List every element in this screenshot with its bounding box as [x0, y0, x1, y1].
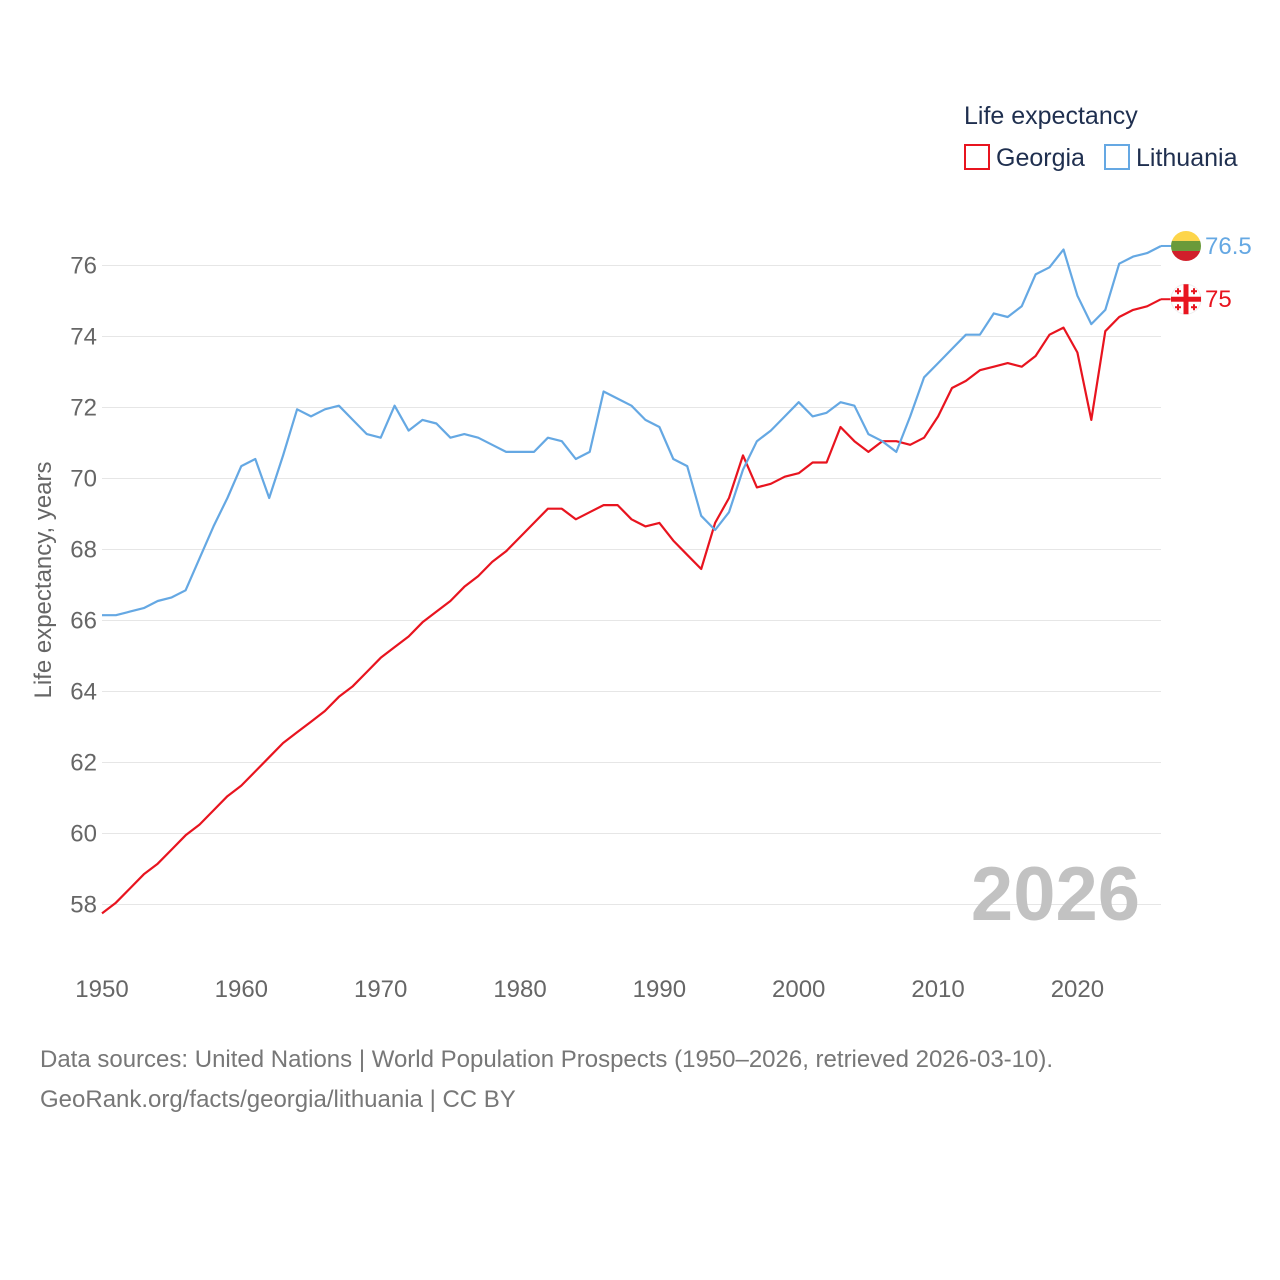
source-line-1: Data sources: United Nations | World Pop…	[40, 1046, 1054, 1073]
y-tick-label: 64	[70, 679, 97, 706]
legend-swatch-lithuania	[1104, 144, 1130, 170]
y-tick-label: 76	[70, 253, 97, 280]
series-lines	[101, 245, 1162, 915]
legend-title: Life expectancy	[964, 102, 1138, 130]
gridlines	[102, 265, 1161, 905]
y-tick-label: 62	[70, 750, 97, 777]
lithuania-flag-icon	[1171, 230, 1201, 261]
x-tick-label: 2000	[772, 976, 825, 1003]
y-tick-label: 70	[70, 466, 97, 493]
georgia-flag-icon	[1170, 283, 1202, 315]
source-note: Data sources: United Nations | World Pop…	[40, 1040, 1053, 1120]
x-tick-label: 1970	[354, 976, 407, 1003]
y-tick-label: 60	[70, 821, 97, 848]
x-tick-label: 1950	[75, 976, 128, 1003]
source-line-2[interactable]: GeoRank.org/facts/georgia/lithuania | CC…	[40, 1086, 516, 1113]
x-tick-label: 1990	[633, 976, 686, 1003]
legend-label-georgia: Georgia	[996, 144, 1085, 172]
end-markers: 75 76.5	[1161, 230, 1252, 315]
legend-swatch-georgia	[964, 144, 990, 170]
series-line-georgia	[101, 298, 1162, 915]
legend-label-lithuania: Lithuania	[1136, 144, 1238, 172]
x-tick-label: 1960	[215, 976, 268, 1003]
y-tick-label: 58	[70, 892, 97, 919]
end-value-label-georgia: 75	[1205, 286, 1232, 313]
y-tick-label: 68	[70, 537, 97, 564]
current-year-label: 2026	[971, 852, 1140, 937]
y-tick-label: 66	[70, 608, 97, 635]
legend: Life expectancy Georgia Lithuania	[964, 102, 1238, 172]
end-value-label-lithuania: 76.5	[1205, 233, 1252, 260]
x-tick-label: 1980	[493, 976, 546, 1003]
x-tick-label: 2010	[911, 976, 964, 1003]
x-axis-ticks: 1950 1960 1970 1980 1990 2000 2010 2020	[75, 976, 1104, 1003]
y-axis-title: Life expectancy, years	[30, 461, 57, 698]
y-tick-label: 74	[70, 324, 97, 351]
series-line-lithuania	[102, 245, 1162, 617]
x-tick-label: 2020	[1051, 976, 1104, 1003]
y-axis-ticks: 58 60 62 64 66 68 70 72 74 76	[70, 253, 97, 919]
y-tick-label: 72	[70, 395, 97, 422]
